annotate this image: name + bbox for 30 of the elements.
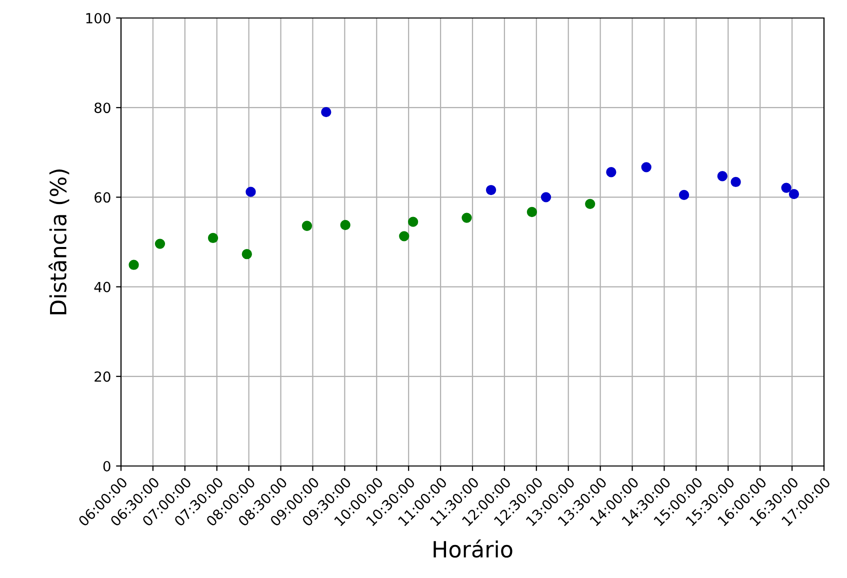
y-tick-label: 0 <box>103 460 110 472</box>
point <box>781 182 792 193</box>
point <box>462 212 472 223</box>
point <box>526 206 538 218</box>
y-tick-label: 100 <box>86 12 110 24</box>
point <box>242 249 252 260</box>
point <box>246 186 256 197</box>
point <box>399 231 410 242</box>
point <box>788 188 800 200</box>
point <box>321 106 332 118</box>
y-tick-label: 60 <box>94 192 110 203</box>
point <box>585 198 596 210</box>
point <box>606 167 616 178</box>
point <box>730 176 741 188</box>
y-tick-label: 40 <box>94 282 110 292</box>
y-tick-label: 20 <box>94 371 110 382</box>
x-axis-title: Horário <box>434 540 512 558</box>
point <box>678 190 690 200</box>
point <box>128 260 139 270</box>
point <box>154 238 166 249</box>
y-axis-title: Distância (%) <box>48 170 70 314</box>
point <box>486 184 496 196</box>
point <box>540 192 552 202</box>
point <box>408 216 418 227</box>
point <box>340 220 350 230</box>
y-tick-label: 80 <box>94 102 110 114</box>
point <box>641 162 652 172</box>
point <box>717 171 728 182</box>
point <box>208 232 218 244</box>
point <box>302 220 312 231</box>
